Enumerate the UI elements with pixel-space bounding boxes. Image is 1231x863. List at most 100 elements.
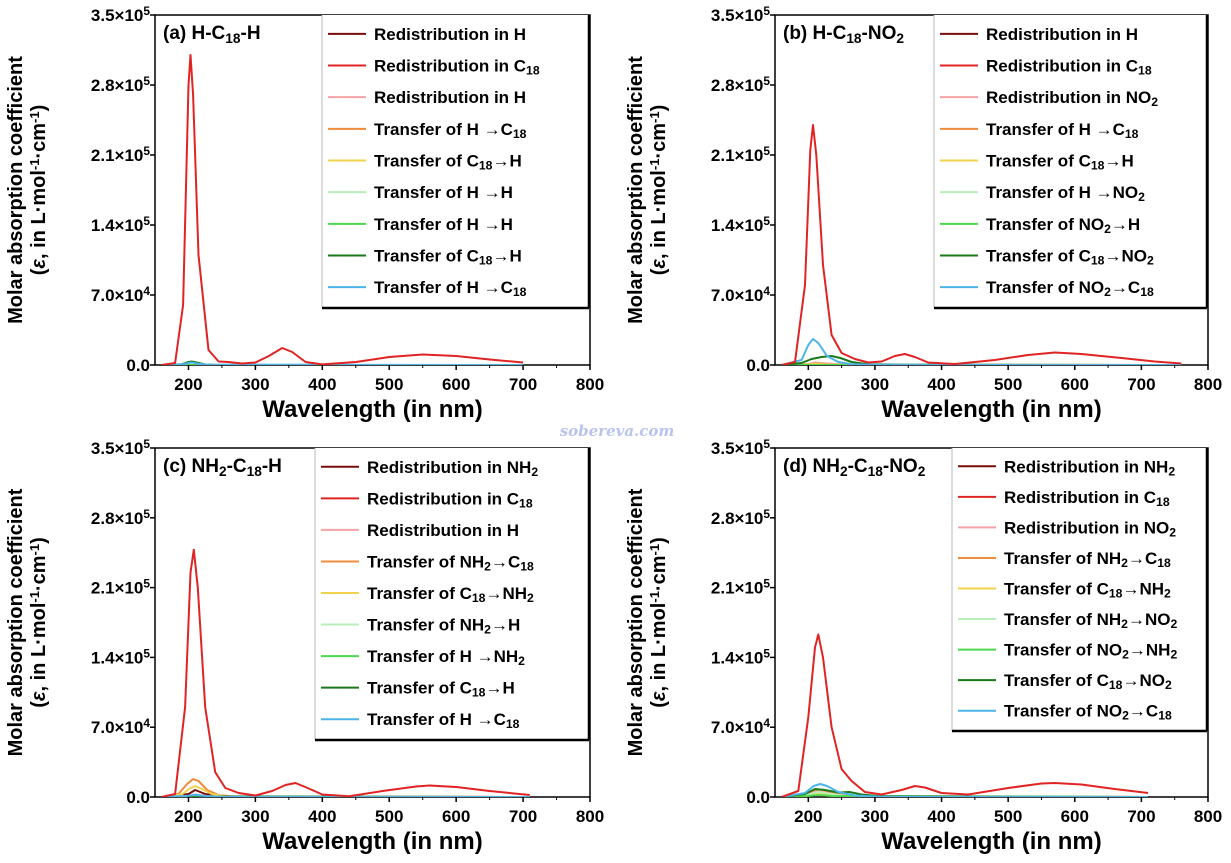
y-axis-unit: (ε, in L·mol-1·cm-1) <box>647 105 670 276</box>
y-tick-label: 0.0 <box>126 356 150 375</box>
y-axis-title: Molar absorption coefficient <box>5 488 27 756</box>
legend: Redistribution in H Redistribution in C18… <box>933 15 1209 310</box>
chart-panel-3: 200 300 400 500 600 700 800 0.0 7.0×104 1.4×105 2.… <box>5 437 604 855</box>
legend-entry: Transfer of C18→NO2 <box>1004 671 1172 692</box>
x-tick-label: 300 <box>861 375 889 394</box>
y-tick-label: 2.8×105 <box>711 74 770 95</box>
y-tick-label: 1.4×105 <box>91 214 150 235</box>
legend-entry: Transfer of NH2→C18 <box>1004 549 1171 570</box>
legend-entry: Transfer of NH2→H <box>367 616 520 637</box>
legend-entry: Transfer of C18→H <box>986 152 1134 173</box>
y-tick-label: 7.0×104 <box>711 284 770 305</box>
series-line-9 <box>781 338 1182 365</box>
series-lines <box>161 548 530 797</box>
y-tick-label: 0.0 <box>746 788 770 807</box>
legend-entry: Transfer of H →C18 <box>374 120 527 141</box>
x-tick-label: 700 <box>509 375 537 394</box>
legend-entry: Transfer of NO2→NH2 <box>1004 641 1177 662</box>
x-tick-label: 600 <box>442 807 470 826</box>
x-axis-title: Wavelength (in nm) <box>262 828 482 855</box>
legend-entry: Redistribution in NO2 <box>1004 518 1176 539</box>
watermark: sobereva.com <box>560 422 675 440</box>
x-axis-title: Wavelength (in nm) <box>262 396 482 423</box>
chart-panel-4: 200 300 400 500 600 700 800 0.0 7.0×104 1.4×105 2.… <box>625 437 1222 855</box>
x-tick-label: 800 <box>1194 807 1222 826</box>
legend-entry: Transfer of NH2→C18 <box>367 552 534 573</box>
series-lines <box>161 54 524 365</box>
panel-title: (d) NH2-C18-NO2 <box>783 456 926 479</box>
x-tick-label: 800 <box>576 807 604 826</box>
series-line-2 <box>161 54 524 365</box>
legend-entry: Transfer of NO2→C18 <box>986 278 1154 299</box>
x-axis-title: Wavelength (in nm) <box>881 828 1101 855</box>
chart-panel-1: 200 300 400 500 600 700 800 0.0 7.0×104 1.4×105 2.… <box>5 4 604 423</box>
panel-title: (b) H-C18-NO2 <box>783 23 904 46</box>
legend-entry: Redistribution in H <box>374 25 526 44</box>
y-tick-label: 3.5×105 <box>91 437 150 458</box>
legend-entry: Transfer of H →C18 <box>367 710 520 731</box>
legend-entry: Redistribution in NO2 <box>986 88 1158 109</box>
y-tick-label: 1.4×105 <box>711 646 770 667</box>
x-tick-label: 600 <box>1061 375 1089 394</box>
legend-entry: Transfer of C18→H <box>374 247 522 268</box>
series-line-9 <box>781 783 1149 797</box>
legend-entry: Transfer of C18→H <box>374 152 522 173</box>
y-tick-label: 2.8×105 <box>711 507 770 528</box>
y-tick-label: 0.0 <box>126 788 150 807</box>
y-tick-label: 2.1×105 <box>711 577 770 598</box>
x-tick-label: 400 <box>308 807 336 826</box>
panel-title: (a) H-C18-H <box>163 23 261 46</box>
legend-entry: Transfer of H →C18 <box>986 120 1139 141</box>
panel-title: (c) NH2-C18-H <box>163 456 282 479</box>
legend-entry: Transfer of C18→NH2 <box>1004 580 1171 601</box>
y-tick-label: 3.5×105 <box>711 4 770 25</box>
x-tick-label: 300 <box>241 807 269 826</box>
x-tick-label: 700 <box>509 807 537 826</box>
x-tick-label: 400 <box>927 807 955 826</box>
y-axis-unit: (ε, in L·mol-1·cm-1) <box>647 537 670 708</box>
x-tick-label: 200 <box>794 375 822 394</box>
series-line-2 <box>161 548 530 797</box>
y-tick-label: 2.1×105 <box>711 144 770 165</box>
x-tick-label: 600 <box>1061 807 1089 826</box>
legend-entry: Transfer of C18→NO2 <box>986 247 1154 268</box>
series-line-9 <box>161 361 524 365</box>
y-tick-label: 2.8×105 <box>91 74 150 95</box>
legend-entry: Transfer of H →NH2 <box>367 647 525 668</box>
x-tick-label: 700 <box>1127 375 1155 394</box>
series-line-2 <box>781 124 1182 365</box>
legend-entry: Transfer of H →H <box>374 183 513 202</box>
legend: Redistribution in NH2 Redistribution in C… <box>314 448 591 742</box>
x-tick-label: 300 <box>861 807 889 826</box>
legend-entry: Redistribution in H <box>374 88 526 107</box>
legend-entry: Transfer of NO2→H <box>986 215 1140 236</box>
y-tick-label: 7.0×104 <box>91 716 150 737</box>
y-axis-title: Molar absorption coefficient <box>625 488 647 756</box>
x-tick-label: 200 <box>794 807 822 826</box>
legend-entry: Redistribution in H <box>367 521 519 540</box>
x-tick-label: 400 <box>927 375 955 394</box>
x-tick-label: 600 <box>442 375 470 394</box>
y-tick-label: 2.8×105 <box>91 507 150 528</box>
x-tick-label: 800 <box>576 375 604 394</box>
x-tick-label: 200 <box>174 375 202 394</box>
x-tick-label: 200 <box>174 807 202 826</box>
legend: Redistribution in H Redistribution in C18… <box>321 15 591 310</box>
series-line-9 <box>161 793 530 797</box>
y-tick-label: 7.0×104 <box>711 716 770 737</box>
legend-entry: Redistribution in C18 <box>986 57 1152 78</box>
legend-entry: Redistribution in C18 <box>1004 488 1170 509</box>
y-tick-label: 0.0 <box>746 356 770 375</box>
legend-entry: Transfer of H →H <box>374 215 513 234</box>
legend-entry: Transfer of NO2→C18 <box>1004 702 1172 723</box>
y-axis-unit: (ε, in L·mol-1·cm-1) <box>27 105 50 276</box>
x-axis-title: Wavelength (in nm) <box>881 396 1101 423</box>
x-tick-label: 400 <box>308 375 336 394</box>
series-lines <box>781 633 1149 797</box>
legend-entry: Transfer of C18→H <box>367 679 515 700</box>
legend-entry: Redistribution in C18 <box>374 57 540 78</box>
y-tick-label: 2.1×105 <box>91 577 150 598</box>
legend-entry: Redistribution in NH2 <box>1004 457 1175 478</box>
x-tick-label: 700 <box>1127 807 1155 826</box>
